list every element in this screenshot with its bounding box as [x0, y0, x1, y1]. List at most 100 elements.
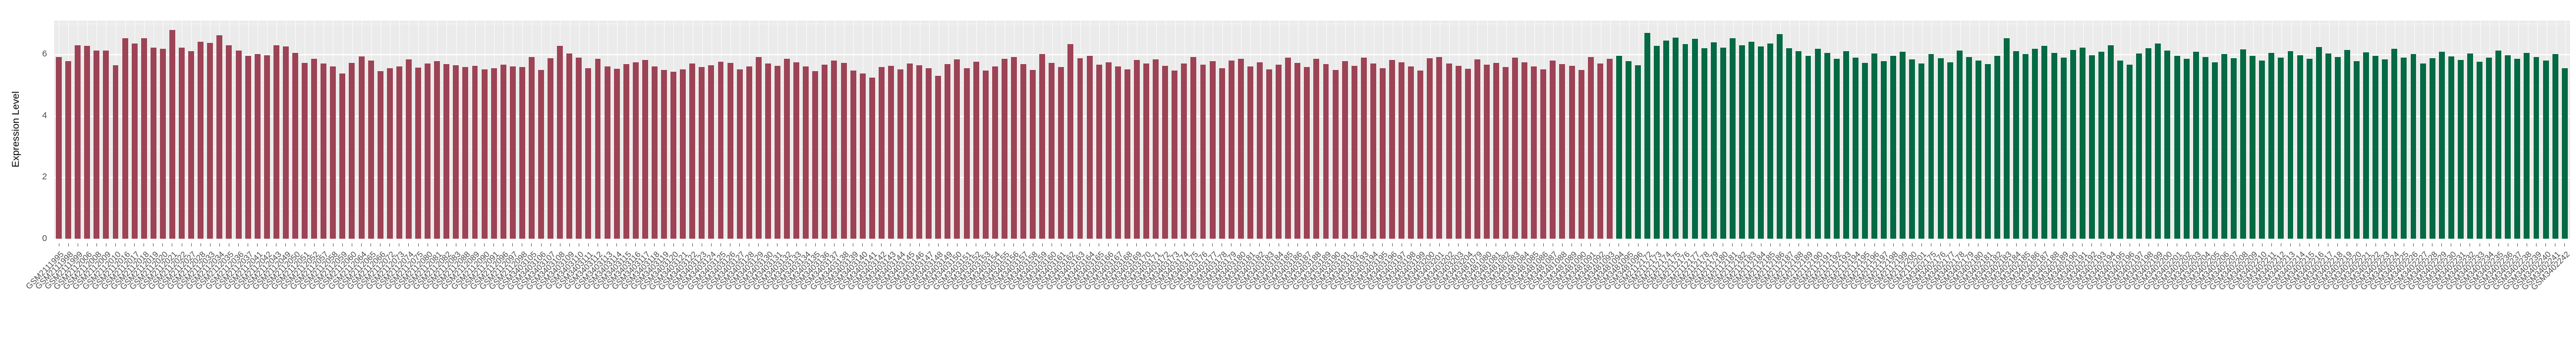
- bar[interactable]: [405, 59, 412, 239]
- bar[interactable]: [1540, 69, 1547, 239]
- bar[interactable]: [2552, 54, 2558, 239]
- bar[interactable]: [1654, 45, 1660, 239]
- bar[interactable]: [2287, 51, 2294, 239]
- bar[interactable]: [226, 45, 232, 239]
- bar[interactable]: [1881, 61, 1887, 239]
- bar[interactable]: [2117, 60, 2124, 239]
- bar[interactable]: [386, 68, 393, 239]
- bar[interactable]: [1313, 59, 1320, 239]
- bar[interactable]: [623, 64, 629, 239]
- bar[interactable]: [1626, 61, 1631, 239]
- bar[interactable]: [2174, 56, 2180, 239]
- bar[interactable]: [2495, 51, 2502, 239]
- bar[interactable]: [2268, 52, 2275, 239]
- bar[interactable]: [1975, 60, 1981, 239]
- bar[interactable]: [112, 65, 119, 239]
- bar[interactable]: [651, 66, 658, 239]
- bar[interactable]: [2051, 52, 2057, 239]
- bar[interactable]: [1209, 61, 1216, 239]
- bar[interactable]: [2486, 57, 2492, 239]
- bar[interactable]: [803, 66, 809, 239]
- bar[interactable]: [2420, 63, 2426, 239]
- bar[interactable]: [831, 61, 837, 239]
- bar[interactable]: [292, 52, 298, 239]
- bar[interactable]: [907, 63, 913, 239]
- bar[interactable]: [2561, 68, 2568, 239]
- bar[interactable]: [2088, 55, 2095, 239]
- bar[interactable]: [1417, 71, 1424, 239]
- bar[interactable]: [793, 62, 800, 239]
- bar[interactable]: [321, 63, 327, 239]
- bar[interactable]: [75, 45, 81, 239]
- bar[interactable]: [576, 57, 582, 239]
- bar[interactable]: [2325, 54, 2331, 239]
- bar[interactable]: [122, 38, 128, 239]
- bar[interactable]: [1455, 66, 1461, 239]
- bar[interactable]: [632, 62, 639, 239]
- bar[interactable]: [500, 65, 506, 239]
- bar[interactable]: [2127, 65, 2133, 239]
- bar[interactable]: [462, 67, 469, 239]
- bar[interactable]: [453, 65, 459, 239]
- bar[interactable]: [727, 63, 733, 239]
- bar[interactable]: [869, 78, 875, 239]
- bar[interactable]: [1673, 37, 1679, 239]
- bar[interactable]: [2240, 49, 2247, 239]
- bar[interactable]: [1124, 69, 1130, 239]
- bar[interactable]: [2098, 52, 2104, 239]
- bar[interactable]: [1464, 68, 1471, 239]
- bar[interactable]: [1900, 52, 1906, 239]
- bar[interactable]: [1351, 66, 1357, 239]
- bar[interactable]: [1332, 69, 1339, 239]
- bar[interactable]: [2221, 54, 2227, 239]
- bar[interactable]: [1767, 43, 1774, 239]
- bar[interactable]: [1616, 55, 1622, 239]
- bar[interactable]: [1408, 66, 1414, 239]
- bar[interactable]: [169, 29, 175, 239]
- bar[interactable]: [2382, 59, 2388, 239]
- bar[interactable]: [1342, 61, 1348, 239]
- bar[interactable]: [2524, 53, 2530, 239]
- bar[interactable]: [557, 45, 563, 239]
- bar[interactable]: [2514, 58, 2521, 239]
- bar[interactable]: [1833, 58, 1840, 239]
- bar[interactable]: [2297, 55, 2303, 239]
- bar[interactable]: [1493, 63, 1499, 239]
- bar[interactable]: [963, 68, 970, 239]
- bar[interactable]: [935, 76, 942, 239]
- bar[interactable]: [1200, 65, 1206, 239]
- bar[interactable]: [566, 54, 573, 239]
- bar[interactable]: [1446, 63, 1452, 239]
- bar[interactable]: [1256, 62, 1263, 239]
- bar[interactable]: [2457, 59, 2464, 239]
- bar[interactable]: [1030, 69, 1036, 239]
- bar[interactable]: [604, 66, 610, 239]
- bar[interactable]: [2373, 55, 2379, 239]
- bar[interactable]: [1966, 56, 1972, 239]
- bar[interactable]: [443, 63, 450, 239]
- bar[interactable]: [982, 70, 989, 239]
- bar[interactable]: [1824, 52, 1830, 239]
- bar[interactable]: [1474, 59, 1480, 239]
- bar[interactable]: [2145, 48, 2152, 239]
- bar[interactable]: [103, 51, 109, 239]
- bar[interactable]: [2231, 58, 2237, 239]
- bar[interactable]: [1058, 67, 1065, 239]
- bar[interactable]: [1228, 60, 1234, 239]
- bar[interactable]: [878, 67, 885, 239]
- bar[interactable]: [822, 65, 828, 239]
- bar[interactable]: [1105, 62, 1112, 239]
- bar[interactable]: [1067, 44, 1074, 239]
- bar[interactable]: [548, 58, 554, 239]
- bar[interactable]: [1039, 54, 1046, 239]
- bar[interactable]: [2259, 60, 2265, 239]
- bar[interactable]: [1918, 63, 1925, 239]
- bar[interactable]: [358, 56, 365, 239]
- bar[interactable]: [1503, 67, 1509, 239]
- bar[interactable]: [1010, 56, 1017, 239]
- bar[interactable]: [1720, 47, 1726, 239]
- bar[interactable]: [1190, 56, 1197, 239]
- bar[interactable]: [528, 56, 535, 239]
- bar[interactable]: [1994, 55, 2001, 239]
- bar[interactable]: [2032, 49, 2038, 239]
